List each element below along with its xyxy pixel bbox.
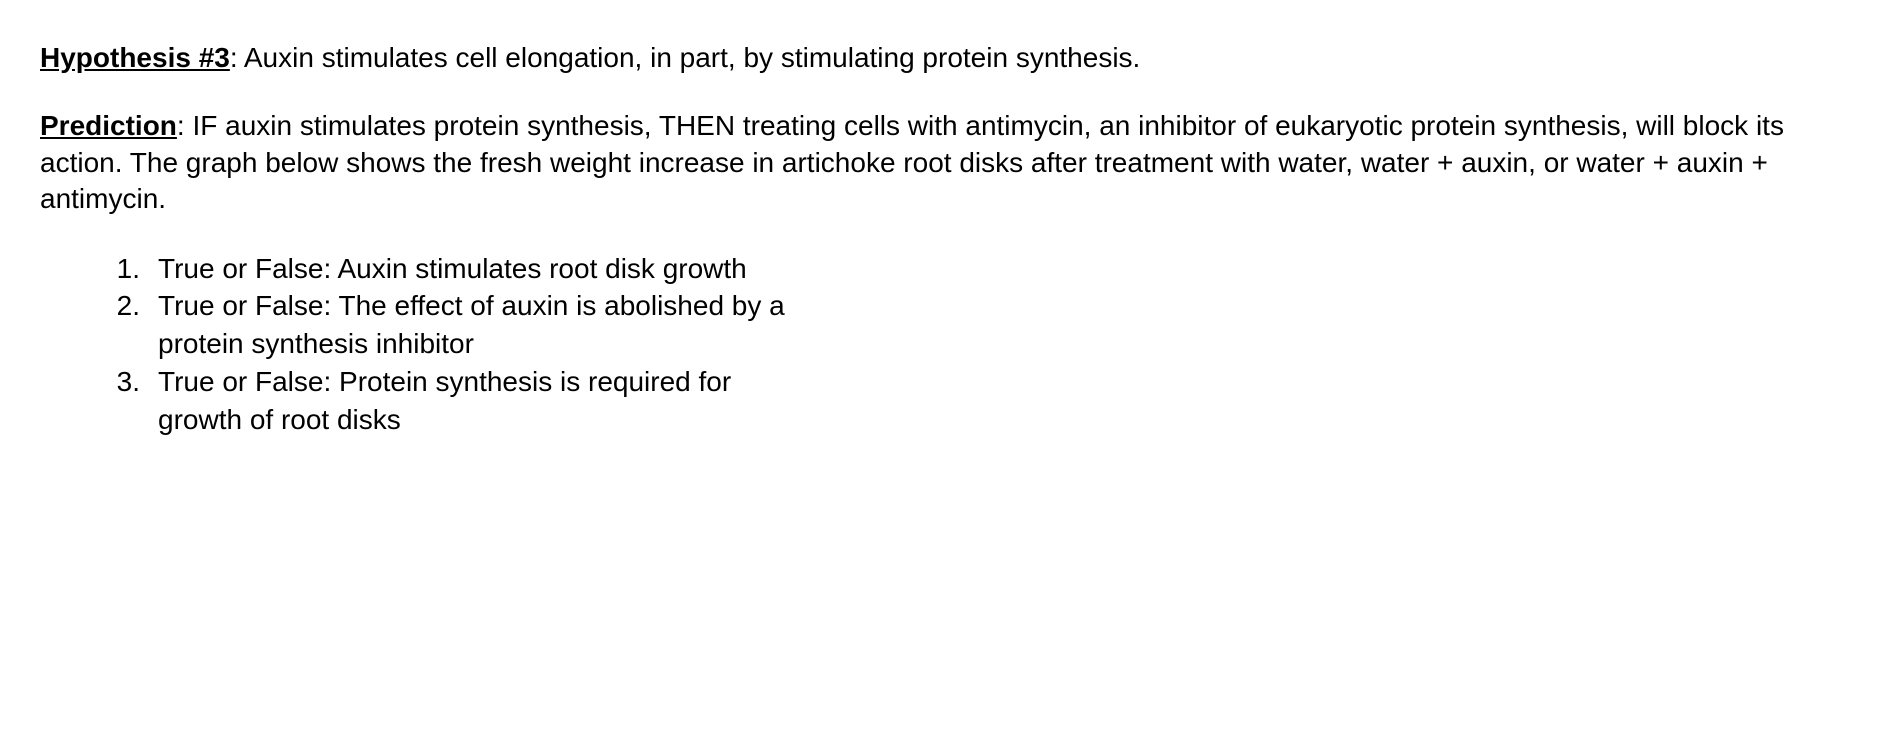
question-text: True or False: The effect of auxin is ab…	[158, 287, 798, 363]
questions-list: 1. True or False: Auxin stimulates root …	[40, 250, 1842, 439]
question-text: True or False: Auxin stimulates root dis…	[158, 250, 747, 288]
prediction-label: Prediction	[40, 110, 177, 141]
question-number: 3.	[96, 363, 158, 401]
hypothesis-section: Hypothesis #3: Auxin stimulates cell elo…	[40, 40, 1842, 76]
question-number: 1.	[96, 250, 158, 288]
question-text: True or False: Protein synthesis is requ…	[158, 363, 798, 439]
question-item: 3. True or False: Protein synthesis is r…	[96, 363, 1842, 439]
question-item: 1. True or False: Auxin stimulates root …	[96, 250, 1842, 288]
prediction-text: : IF auxin stimulates protein synthesis,…	[40, 110, 1784, 214]
hypothesis-label: Hypothesis #3	[40, 42, 230, 73]
prediction-section: Prediction: IF auxin stimulates protein …	[40, 108, 1842, 217]
question-item: 2. True or False: The effect of auxin is…	[96, 287, 1842, 363]
hypothesis-text: : Auxin stimulates cell elongation, in p…	[230, 42, 1140, 73]
question-number: 2.	[96, 287, 158, 325]
